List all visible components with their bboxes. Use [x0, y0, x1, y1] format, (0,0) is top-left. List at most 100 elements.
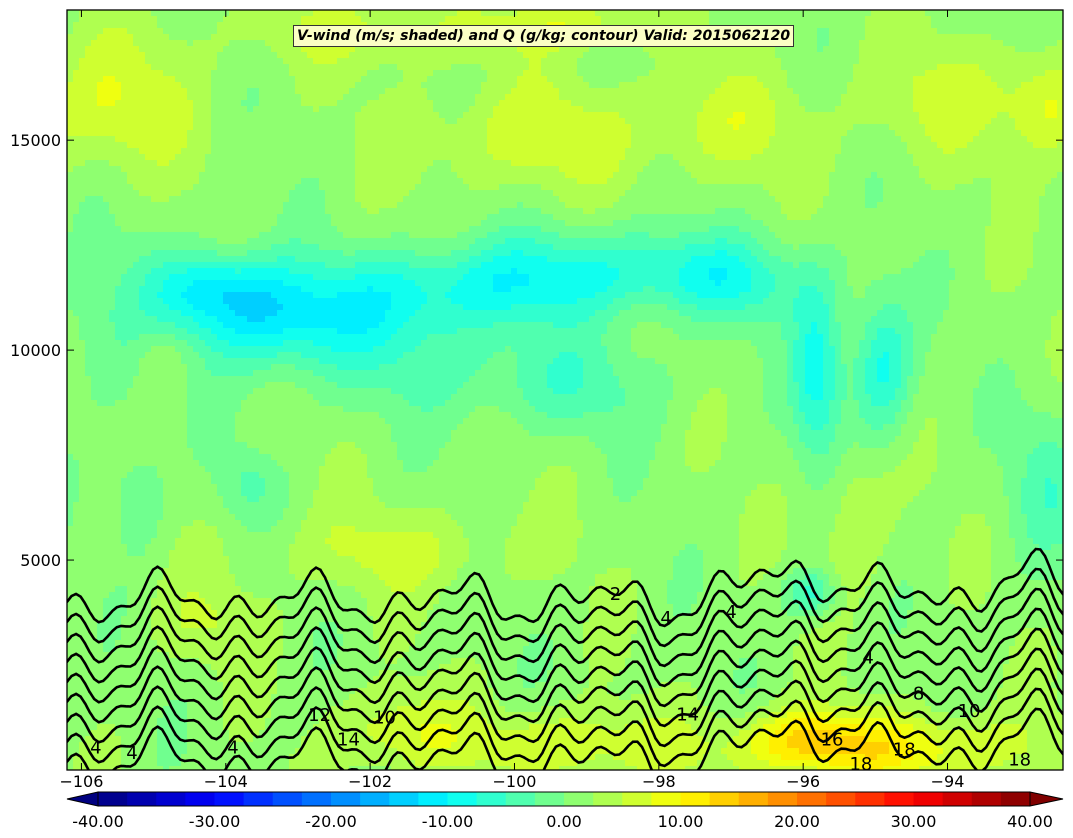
heatmap-cell	[67, 436, 188, 443]
heatmap-cell	[433, 70, 488, 77]
heatmap-cell	[637, 490, 752, 497]
heatmap-cell	[469, 244, 494, 251]
heatmap-cell	[667, 598, 698, 605]
heatmap-cell	[451, 160, 512, 167]
heatmap-cell	[829, 406, 842, 413]
heatmap-cell	[67, 718, 158, 725]
heatmap-cell	[781, 724, 866, 731]
heatmap-cell	[67, 712, 164, 719]
heatmap-cell	[313, 634, 344, 641]
heatmap-cell	[787, 358, 794, 365]
heatmap-cell	[949, 544, 992, 551]
heatmap-cell	[889, 598, 914, 605]
heatmap-cell	[709, 388, 722, 395]
y-tick-label: 10000	[10, 341, 61, 360]
heatmap-cell	[241, 520, 278, 527]
heatmap-cell	[913, 82, 998, 89]
heatmap-cell	[397, 442, 446, 449]
heatmap-cell	[799, 424, 812, 431]
heatmap-cell	[925, 358, 998, 365]
heatmap-cell	[529, 280, 614, 287]
heatmap-cell	[367, 604, 434, 611]
heatmap-cell	[925, 424, 938, 431]
heatmap-cell	[655, 358, 764, 365]
heatmap-cell	[109, 202, 284, 209]
heatmap-cell	[1003, 478, 1022, 485]
heatmap-cell	[637, 604, 674, 611]
heatmap-cell	[517, 10, 596, 17]
heatmap-cell	[67, 574, 164, 581]
heatmap-cell	[1057, 670, 1063, 677]
heatmap-cell	[391, 430, 452, 437]
heatmap-cell	[793, 262, 800, 269]
heatmap-cell	[67, 550, 128, 557]
heatmap-cell	[157, 292, 182, 299]
heatmap-cell	[163, 502, 224, 509]
heatmap-cell	[271, 694, 350, 701]
heatmap-cell	[307, 508, 446, 515]
heatmap-cell	[913, 364, 926, 371]
heatmap-cell	[121, 514, 164, 521]
heatmap-cell	[493, 352, 518, 359]
heatmap-cell	[907, 622, 1063, 629]
heatmap-cell	[787, 514, 836, 521]
heatmap-cell	[937, 466, 1004, 473]
heatmap-cell	[289, 190, 326, 197]
heatmap-cell	[121, 88, 188, 95]
heatmap-cell	[931, 16, 1063, 23]
heatmap-cell	[721, 448, 794, 455]
heatmap-cell	[553, 652, 584, 659]
heatmap-cell	[817, 592, 824, 599]
heatmap-cell	[793, 406, 800, 413]
heatmap-cell	[931, 334, 1052, 341]
heatmap-cell	[835, 160, 914, 167]
heatmap-cell	[949, 286, 992, 293]
heatmap-cell	[829, 400, 842, 407]
heatmap-cell	[529, 640, 554, 647]
heatmap-cell	[325, 460, 368, 467]
heatmap-cell	[631, 640, 800, 647]
heatmap-cell	[895, 418, 908, 425]
heatmap-cell	[337, 364, 380, 371]
heatmap-cell	[715, 712, 746, 719]
heatmap-cell	[679, 310, 794, 317]
heatmap-cell	[121, 520, 158, 527]
heatmap-cell	[793, 304, 830, 311]
heatmap-cell	[589, 616, 638, 623]
heatmap-cell	[433, 460, 608, 467]
heatmap-cell	[229, 10, 314, 17]
heatmap-cell	[691, 412, 728, 419]
heatmap-cell	[715, 88, 770, 95]
heatmap-cell	[403, 460, 434, 467]
heatmap-cell	[121, 622, 152, 629]
heatmap-cell	[853, 394, 872, 401]
heatmap-cell	[1021, 724, 1063, 731]
heatmap-cell	[67, 28, 74, 35]
heatmap-cell	[523, 70, 542, 77]
heatmap-cell	[835, 154, 914, 161]
heatmap-cell	[577, 556, 674, 563]
heatmap-cell	[391, 304, 422, 311]
heatmap-cell	[325, 190, 356, 197]
heatmap-cell	[835, 286, 854, 293]
heatmap-cell	[355, 688, 494, 695]
heatmap-cell	[877, 754, 914, 761]
heatmap-cell	[391, 424, 458, 431]
heatmap-cell	[67, 586, 116, 593]
heatmap-cell	[799, 292, 824, 299]
heatmap-cell	[121, 496, 164, 503]
heatmap-cell	[847, 448, 914, 455]
heatmap-cell	[523, 52, 548, 59]
heatmap-cell	[385, 502, 524, 509]
heatmap-cell	[835, 346, 842, 353]
heatmap-cell	[277, 298, 392, 305]
heatmap-cell	[205, 598, 272, 605]
heatmap-cell	[451, 250, 482, 257]
heatmap-cell	[73, 760, 122, 767]
heatmap-cell	[907, 736, 932, 743]
heatmap-cell	[625, 658, 740, 665]
heatmap-cell	[187, 376, 326, 383]
colorbar-bin	[301, 792, 332, 806]
heatmap-cell	[613, 484, 644, 491]
heatmap-cell	[979, 604, 1063, 611]
